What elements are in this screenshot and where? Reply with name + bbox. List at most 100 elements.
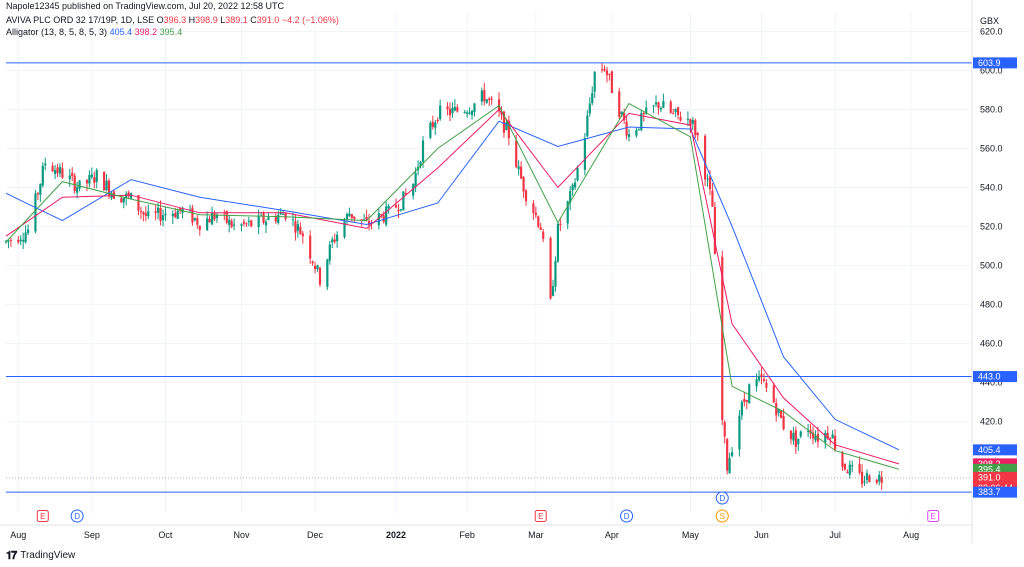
candle-down [515,140,518,168]
candle-up [439,105,442,120]
candle-down [488,98,491,100]
publisher-header: Napole12345 published on TradingView.com… [0,0,1024,12]
candle-up [824,432,827,443]
dividend-marker[interactable] [715,491,729,505]
candle-down [829,438,832,440]
candle-down [56,167,59,174]
candle-down [85,179,89,184]
dividend-marker[interactable] [620,509,634,523]
candle-up [797,438,800,445]
candle-down [382,215,385,222]
candle-up [22,239,25,242]
candle-up [627,134,631,138]
candle-down [198,225,201,230]
candle-up [129,193,133,199]
earnings-marker-letter: E [538,512,543,521]
candle-up [640,113,643,131]
split-marker-letter: S [720,512,725,521]
candle-up [814,436,817,441]
candle-down [311,261,314,264]
candle-up [348,213,351,217]
candle-down [144,213,147,216]
candle-down [196,218,199,225]
open-label: O [156,15,164,25]
candle-down [846,471,849,473]
candle-up [551,286,555,296]
candle-down [242,221,246,224]
candle-down [723,421,726,437]
future_earnings-marker[interactable] [927,510,940,522]
candle-down [772,385,775,403]
candle-down [780,410,783,418]
candle-up [336,234,339,242]
symbol-name[interactable]: AVIVA PLC ORD 32 17/19P, 1D, LSE [6,15,155,25]
candle-down [36,193,39,195]
candle-down [775,402,778,416]
x-tick-label: Aug [903,530,919,540]
future_earnings-marker-letter: E [931,512,936,521]
candle-up [863,481,866,483]
candle-down [679,116,682,121]
candle-up [470,110,474,116]
candle-up [233,224,236,226]
x-tick-label: 2022 [386,530,406,540]
y-tick-label: 560.0 [980,143,1003,153]
candle-up [593,71,596,92]
earnings-marker[interactable] [36,510,49,522]
candle-up [343,221,346,238]
split-marker[interactable] [715,509,729,523]
event-markers[interactable]: E D E DDS E [36,491,940,523]
candle-down [154,211,157,213]
candle-up [164,213,167,216]
candle-up [686,118,690,120]
candle-down [811,432,815,439]
candle-down [711,190,714,207]
candle-down [880,477,883,483]
candle-up [463,111,466,113]
jaw-value: 405.4 [109,27,133,37]
candle-down [868,475,871,483]
candle-down [397,209,400,212]
earnings-marker[interactable] [534,510,547,522]
candle-down [603,68,606,71]
candle-up [588,103,591,114]
candle-up [748,384,751,404]
horizontal-lines[interactable] [6,62,972,493]
x-tick-label: Aug [10,530,26,540]
candle-up [831,434,834,439]
high-value: 398.9 [195,15,218,25]
candle-down [833,435,837,450]
candle-up [316,265,319,270]
candle-up [419,161,422,166]
candle-down [333,239,336,242]
dividend-marker[interactable] [70,509,84,523]
candle-up [377,213,380,226]
candle-up [156,207,160,213]
y-tick-label: 480.0 [980,299,1003,309]
candle-up [740,401,743,416]
candle-down [120,198,123,203]
dividend-marker-letter: D [74,512,80,521]
candle-up [296,224,299,231]
candle-down [532,203,535,213]
price-label-text: 395.4 [978,464,1001,474]
candle-up [591,92,594,104]
candle-up [851,465,854,467]
tradingview-footer[interactable]: 𝟏𝟕 TradingView [6,548,75,564]
candle-down [726,439,729,471]
candle-up [799,431,802,437]
candle-down [696,132,699,136]
currency-label: GBX [980,16,999,26]
candle-down [17,239,20,243]
candle-up [556,223,560,262]
x-tick-label: Apr [605,530,619,540]
candle-up [586,115,589,137]
indicator-name[interactable]: Alligator (13, 8, 5, 8, 5, 3) [6,27,108,37]
publisher-text: Napole12345 published on TradingView.com… [6,1,285,11]
candle-up [755,379,758,387]
candle-up [161,215,165,221]
x-tick-label: Sep [84,530,100,540]
candle-up [645,107,648,114]
candle-down [782,416,785,430]
